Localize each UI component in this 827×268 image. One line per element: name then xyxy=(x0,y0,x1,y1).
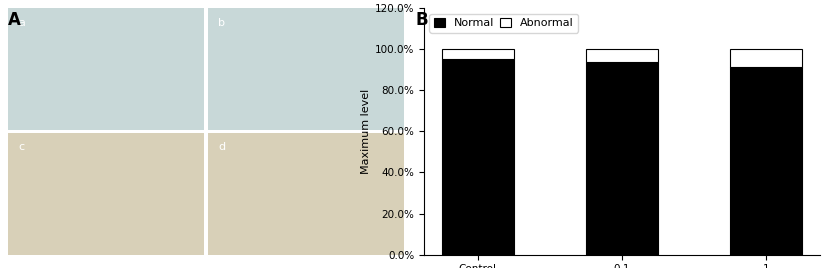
Bar xyxy=(586,49,657,62)
Text: d: d xyxy=(218,142,225,152)
Bar xyxy=(442,49,514,59)
Bar xyxy=(729,67,801,255)
Legend: Normal, Abnormal: Normal, Abnormal xyxy=(429,14,577,33)
Text: B: B xyxy=(415,11,428,29)
Text: a: a xyxy=(18,18,25,28)
Bar xyxy=(729,49,801,67)
Bar xyxy=(586,62,657,255)
Text: c: c xyxy=(18,142,24,152)
Text: b: b xyxy=(218,18,225,28)
Text: A: A xyxy=(8,11,22,29)
Y-axis label: Maximum level: Maximum level xyxy=(360,89,370,174)
Bar xyxy=(442,59,514,255)
